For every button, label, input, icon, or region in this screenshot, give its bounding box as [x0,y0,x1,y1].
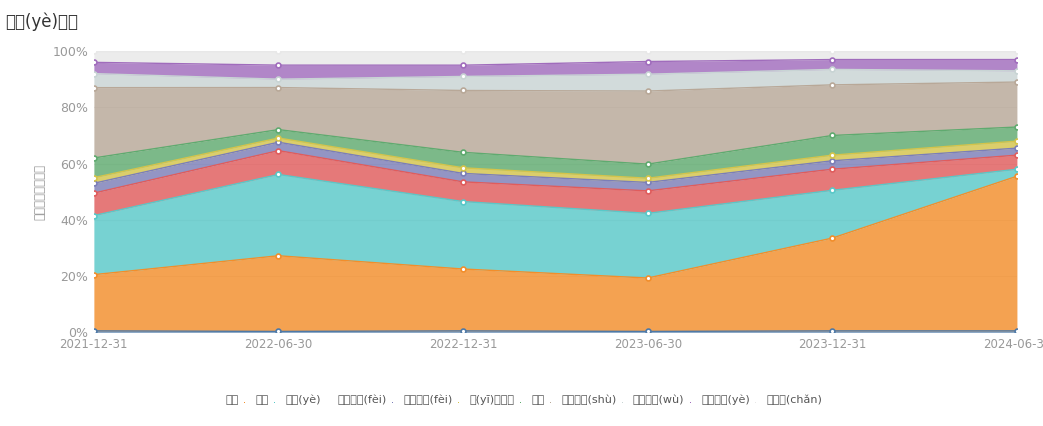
Text: 行業(yè)占比: 行業(yè)占比 [5,13,78,31]
Y-axis label: 占股票投資市值比: 占股票投資市值比 [33,164,47,220]
Legend: 能源, 材料, 工業(yè), 可選消費(fèi), 日常消費(fèi), 醫(yī)療保健, 金融, 信息技術(shù), 電信服務(wù), 公用事業(yè: 能源, 材料, 工業(yè), 可選消費(fèi), 日常消費(fèi), 醫(… [215,394,823,405]
